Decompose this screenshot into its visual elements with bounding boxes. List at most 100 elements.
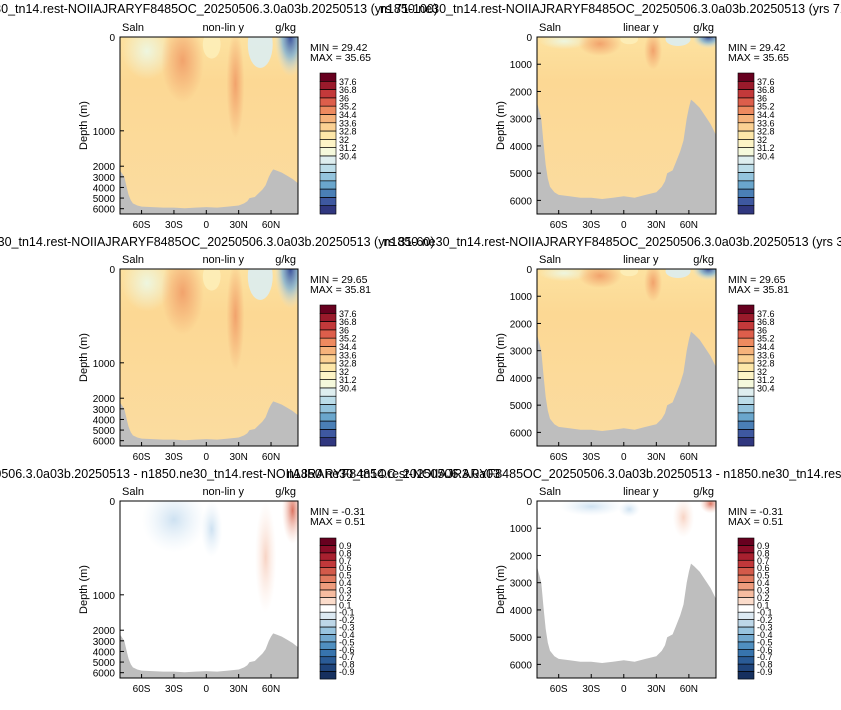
colorbar-box bbox=[320, 131, 336, 140]
panel-title: n1850.ne30_tn14.rest-NOIIAJRARYF8485OC_2… bbox=[287, 467, 841, 481]
y-tick-label: 5000 bbox=[93, 426, 116, 437]
colorbar: 0.90.80.70.60.50.40.30.20.1-0.1-0.2-0.3-… bbox=[738, 538, 773, 679]
x-tick-label: 60N bbox=[262, 684, 280, 695]
colorbar-box bbox=[738, 73, 754, 82]
max-value: MAX = 35.65 bbox=[728, 52, 789, 64]
y-tick-label: 0 bbox=[526, 497, 532, 508]
panel-r2r: n1850.ne30_tn14.rest-NOIIAJRARYF8485OC_2… bbox=[384, 235, 841, 463]
colorbar-box bbox=[320, 545, 336, 553]
max-value: MAX = 35.65 bbox=[310, 52, 371, 64]
colorbar-box bbox=[738, 380, 754, 389]
x-tick-label: 60S bbox=[550, 452, 568, 463]
max-value: MAX = 35.81 bbox=[310, 284, 371, 296]
axis-mode-label: non-lin y bbox=[202, 254, 244, 266]
x-tick-label: 30N bbox=[229, 684, 247, 695]
colorbar-box bbox=[738, 597, 754, 605]
colorbar-box bbox=[320, 81, 336, 90]
colorbar-box bbox=[320, 620, 336, 628]
colorbar-box bbox=[320, 330, 336, 339]
y-tick-label: 0 bbox=[109, 497, 115, 508]
colorbar-box bbox=[320, 605, 336, 613]
x-tick-label: 0 bbox=[204, 452, 210, 463]
colorbar-box bbox=[738, 568, 754, 576]
y-tick-label: 3000 bbox=[510, 115, 533, 126]
variable-label: Saln bbox=[122, 254, 144, 266]
colorbar-box bbox=[320, 90, 336, 99]
axis-mode-label: non-lin y bbox=[202, 486, 244, 498]
colorbar-box bbox=[320, 642, 336, 650]
colorbar-box bbox=[738, 649, 754, 657]
y-tick-label: 2000 bbox=[510, 319, 533, 330]
x-tick-label: 30N bbox=[647, 220, 665, 231]
y-tick-label: 5000 bbox=[93, 194, 116, 205]
colorbar-box bbox=[738, 545, 754, 553]
x-tick-label: 30N bbox=[229, 220, 247, 231]
colorbar-box bbox=[320, 164, 336, 173]
y-tick-label: 3000 bbox=[93, 405, 116, 416]
colorbar-box bbox=[738, 405, 754, 414]
variable-label: Saln bbox=[539, 486, 561, 498]
axis-mode-label: linear y bbox=[623, 22, 659, 34]
y-tick-label: 1000 bbox=[510, 292, 533, 303]
colorbar-label: 30.4 bbox=[757, 151, 775, 161]
y-axis-label: Depth (m) bbox=[495, 333, 507, 382]
axis-mode-label: linear y bbox=[623, 254, 659, 266]
colorbar-box bbox=[320, 206, 336, 215]
colorbar-box bbox=[320, 106, 336, 115]
colorbar-box bbox=[738, 363, 754, 372]
colorbar-box bbox=[320, 612, 336, 620]
colorbar-box bbox=[320, 73, 336, 82]
x-tick-label: 60S bbox=[133, 452, 151, 463]
x-tick-label: 30S bbox=[165, 452, 183, 463]
colorbar-box bbox=[320, 583, 336, 591]
y-tick-label: 0 bbox=[526, 265, 532, 276]
colorbar-box bbox=[320, 380, 336, 389]
colorbar-box bbox=[738, 313, 754, 322]
colorbar-box bbox=[320, 649, 336, 657]
colorbar-box bbox=[738, 156, 754, 165]
colorbar-box bbox=[738, 590, 754, 598]
panel-r1r: n1850.ne30_tn14.rest-NOIIAJRARYF8485OC_2… bbox=[380, 2, 841, 231]
colorbar-box bbox=[738, 106, 754, 115]
panel-title: n1850.ne30_tn14.rest-NOIIAJRARYF8485OC_2… bbox=[0, 2, 438, 16]
units-label: g/kg bbox=[275, 22, 296, 34]
x-tick-label: 60N bbox=[262, 452, 280, 463]
y-tick-label: 4000 bbox=[93, 647, 116, 658]
colorbar-box bbox=[320, 388, 336, 397]
colorbar-box bbox=[738, 538, 754, 546]
panel-r3r: n1850.ne30_tn14.rest-NOIIAJRARYF8485OC_2… bbox=[287, 467, 841, 695]
colorbar-box bbox=[320, 338, 336, 347]
colorbar-box bbox=[320, 413, 336, 422]
colorbar-box bbox=[738, 346, 754, 355]
salty-subtropical-north-feature bbox=[227, 262, 245, 370]
salty-subtropical-south-feature bbox=[161, 18, 204, 102]
negative-anomaly-feature bbox=[559, 497, 623, 516]
colorbar-box bbox=[320, 538, 336, 546]
x-tick-label: 30S bbox=[582, 684, 600, 695]
x-tick-label: 30N bbox=[647, 452, 665, 463]
colorbar-box bbox=[738, 114, 754, 123]
x-tick-label: 60S bbox=[133, 220, 151, 231]
y-axis-label: Depth (m) bbox=[495, 565, 507, 614]
x-tick-label: 0 bbox=[204, 684, 210, 695]
panel-r1l: n1850.ne30_tn14.rest-NOIIAJRARYF8485OC_2… bbox=[0, 0, 438, 231]
x-tick-label: 60S bbox=[133, 684, 151, 695]
colorbar-box bbox=[320, 396, 336, 405]
max-value: MAX = 35.81 bbox=[728, 284, 789, 296]
x-tick-label: 60S bbox=[550, 684, 568, 695]
colorbar-box bbox=[738, 560, 754, 568]
colorbar-box bbox=[738, 131, 754, 140]
y-tick-label: 4000 bbox=[510, 606, 533, 617]
colorbar-box bbox=[738, 81, 754, 90]
negative-anomaly-equator bbox=[618, 501, 639, 517]
negative-anomaly-equator bbox=[201, 501, 222, 557]
colorbar-box bbox=[320, 568, 336, 576]
y-tick-label: 3000 bbox=[510, 579, 533, 590]
axis-mode-label: non-lin y bbox=[202, 22, 244, 34]
y-tick-label: 2000 bbox=[93, 394, 116, 405]
colorbar-box bbox=[320, 371, 336, 380]
y-axis-label: Depth (m) bbox=[78, 101, 90, 150]
salty-subtropical-south-feature bbox=[578, 264, 621, 289]
